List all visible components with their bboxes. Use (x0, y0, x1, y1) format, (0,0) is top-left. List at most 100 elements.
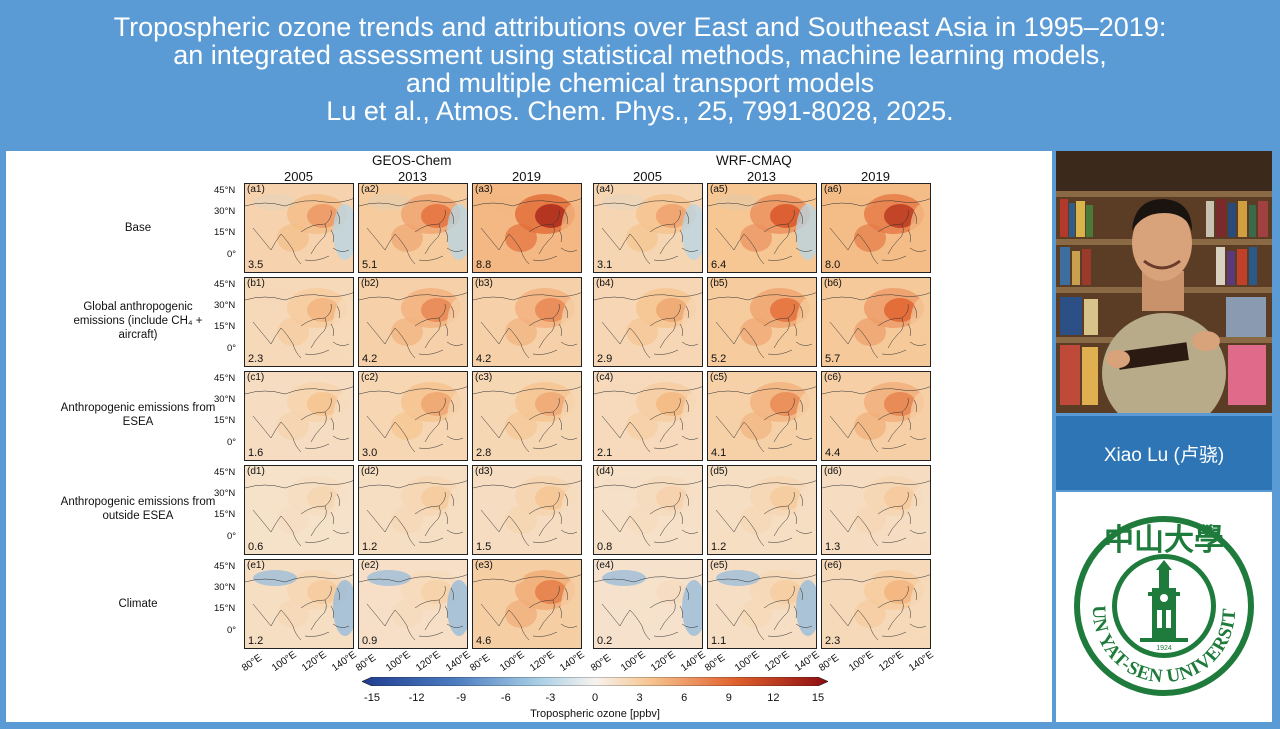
latitude-tick-label: 30°N (214, 394, 236, 405)
panel-tag: (b3) (475, 278, 493, 289)
logo-year: 1924 (1156, 645, 1172, 652)
year-header: 2005 (284, 169, 313, 184)
longitude-tick-label: 100°E (733, 649, 762, 675)
longitude-tick-label: 120°E (414, 649, 443, 675)
panel-tag: (a4) (596, 184, 614, 195)
ozone-map (245, 372, 353, 460)
latitude-tick-label: 15°N (214, 321, 236, 332)
ozone-map (473, 466, 581, 554)
ozone-map (822, 278, 930, 366)
panel-tag: (b6) (824, 278, 842, 289)
longitude-tick-label: 120°E (877, 649, 906, 675)
panel-trend-value: 4.2 (476, 353, 492, 365)
map-panel: (e4) 0.2 (593, 559, 703, 649)
title-line-2: an integrated assessment using statistic… (173, 40, 1107, 70)
map-panel: (d4) 0.8 (593, 465, 703, 555)
panel-trend-value: 1.5 (476, 541, 492, 553)
latitude-tick-label: 0° (227, 437, 237, 448)
panel-trend-value: 0.8 (597, 541, 613, 553)
longitude-tick-label: 120°E (763, 649, 792, 675)
longitude-tick-label: 100°E (847, 649, 876, 675)
row-label: Climate (118, 598, 158, 610)
longitude-tick-label: 100°E (270, 649, 299, 675)
map-panel: (d6) 1.3 (821, 465, 931, 555)
map-panel: (c1) 1.6 (244, 371, 354, 461)
map-panel: (c3) 2.8 (472, 371, 582, 461)
map-panel: (a3) 8.8 (472, 183, 582, 273)
ozone-map (822, 372, 930, 460)
latitude-tick-label: 15°N (214, 509, 236, 520)
panel-trend-value: 4.1 (711, 447, 727, 459)
panel-trend-value: 5.2 (711, 353, 727, 365)
ozone-map (822, 560, 930, 648)
title-line-1: Tropospheric ozone trends and attributio… (113, 12, 1167, 42)
map-panel: (c2) 3.0 (358, 371, 468, 461)
panel-tag: (a1) (247, 184, 265, 195)
longitude-tick-label: 80°E (240, 652, 265, 675)
ozone-map (359, 278, 467, 366)
ozone-map (594, 278, 702, 366)
panel-tag: (d2) (361, 466, 379, 477)
panel-trend-value: 2.3 (248, 353, 264, 365)
ozone-map (473, 372, 581, 460)
panel-tag: (d4) (596, 466, 614, 477)
panel-tag: (d1) (247, 466, 265, 477)
panel-tag: (c2) (361, 372, 379, 383)
panel-trend-value: 0.2 (597, 635, 613, 647)
map-panel: (a6) 8.0 (821, 183, 931, 273)
map-panel: (d1) 0.6 (244, 465, 354, 555)
longitude-tick-label: 140°E (793, 649, 822, 675)
colorbar-tick-label: 15 (811, 692, 825, 704)
longitude-tick-label: 140°E (679, 649, 708, 675)
panel-tag: (b5) (710, 278, 728, 289)
row-label: Base (124, 222, 152, 234)
ozone-map (708, 560, 816, 648)
panel-tag: (d6) (824, 466, 842, 477)
latitude-tick-label: 30°N (214, 582, 236, 593)
latitude-tick-label: 15°N (214, 603, 236, 614)
row-label: Anthropogenic emissions from outside ESE… (60, 496, 216, 522)
panel-trend-value: 2.8 (476, 447, 492, 459)
ozone-map (473, 278, 581, 366)
map-panel: (e1) 1.2 (244, 559, 354, 649)
longitude-tick-label: 140°E (558, 649, 587, 675)
longitude-tick-label: 80°E (354, 652, 379, 675)
panel-trend-value: 5.7 (825, 353, 841, 365)
latitude-tick-label: 45°N (214, 185, 236, 196)
panel-trend-value: 2.9 (597, 353, 613, 365)
panel-trend-value: 6.4 (711, 259, 727, 271)
ozone-map (594, 466, 702, 554)
longitude-tick-label: 80°E (703, 652, 728, 675)
colorbar-tick-label: 0 (591, 692, 599, 704)
map-panel: (e6) 2.3 (821, 559, 931, 649)
panel-trend-value: 1.2 (248, 635, 264, 647)
longitude-tick-label: 120°E (528, 649, 557, 675)
panel-trend-value: 4.2 (362, 353, 378, 365)
map-panel: (b5) 5.2 (707, 277, 817, 367)
panel-trend-value: 3.1 (597, 259, 613, 271)
longitude-tick-label: 80°E (468, 652, 493, 675)
ozone-map (359, 560, 467, 648)
longitude-tick-label: 120°E (300, 649, 329, 675)
model-header-wrf-cmaq: WRF-CMAQ (716, 153, 792, 168)
map-panel: (b2) 4.2 (358, 277, 468, 367)
latitude-tick-label: 0° (227, 343, 237, 354)
panel-tag: (d3) (475, 466, 493, 477)
longitude-tick-label: 80°E (817, 652, 842, 675)
ozone-map (708, 466, 816, 554)
colorbar-tick-label: 6 (681, 692, 688, 704)
panel-tag: (a3) (475, 184, 493, 195)
year-header: 2019 (512, 169, 541, 184)
panel-tag: (b2) (361, 278, 379, 289)
author-name: Xiao Lu (卢骁) (1056, 416, 1272, 490)
map-panel: (a5) 6.4 (707, 183, 817, 273)
colorbar (362, 677, 828, 686)
colorbar-tick-label: -12 (408, 692, 425, 704)
map-panel: (d2) 1.2 (358, 465, 468, 555)
longitude-tick-label: 100°E (384, 649, 413, 675)
ozone-map (708, 184, 816, 272)
colorbar-tick-label: -9 (456, 692, 467, 704)
panel-tag: (c3) (475, 372, 493, 383)
longitude-tick-label: 140°E (330, 649, 359, 675)
panel-tag: (a2) (361, 184, 379, 195)
